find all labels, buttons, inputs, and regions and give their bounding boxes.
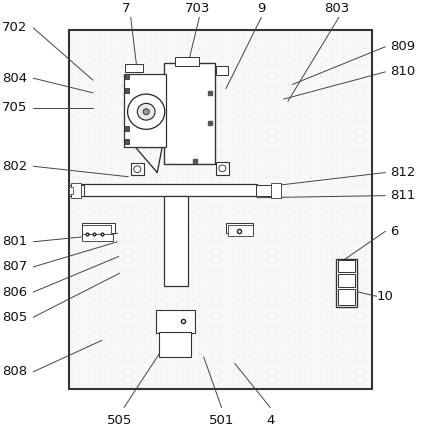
Bar: [131, 163, 144, 175]
Bar: [125, 139, 129, 144]
Text: 807: 807: [2, 260, 27, 273]
Bar: [69, 185, 84, 196]
Text: 801: 801: [2, 235, 27, 248]
Bar: [256, 185, 274, 196]
Text: 6: 6: [390, 225, 398, 238]
Text: 804: 804: [2, 72, 27, 85]
Text: 10: 10: [377, 290, 393, 303]
Text: 811: 811: [390, 189, 415, 202]
Bar: [338, 274, 355, 287]
Text: 7: 7: [122, 2, 131, 15]
Bar: [82, 234, 113, 241]
Bar: [175, 57, 199, 66]
Circle shape: [137, 103, 155, 120]
Bar: [125, 88, 129, 93]
Text: 803: 803: [324, 2, 349, 15]
Bar: [164, 196, 188, 286]
Bar: [82, 224, 111, 236]
Bar: [124, 74, 166, 148]
Bar: [82, 184, 257, 196]
Bar: [71, 183, 81, 198]
Text: 505: 505: [107, 414, 132, 427]
Bar: [82, 223, 115, 233]
Circle shape: [128, 94, 165, 129]
Circle shape: [143, 109, 149, 115]
Bar: [228, 224, 253, 236]
Bar: [69, 30, 372, 389]
Bar: [125, 74, 129, 79]
Bar: [336, 259, 357, 307]
Text: 4: 4: [266, 414, 274, 427]
Bar: [156, 310, 195, 333]
Text: 705: 705: [2, 101, 27, 114]
Bar: [159, 332, 191, 357]
Bar: [338, 260, 355, 272]
Bar: [216, 66, 228, 75]
Bar: [125, 64, 143, 72]
Text: 810: 810: [390, 65, 415, 79]
Text: 809: 809: [390, 40, 415, 53]
Circle shape: [219, 165, 226, 172]
Text: 802: 802: [2, 160, 27, 173]
Bar: [164, 63, 215, 164]
Text: 812: 812: [390, 166, 415, 179]
Text: 806: 806: [2, 286, 27, 299]
Bar: [216, 162, 229, 175]
Text: 9: 9: [257, 2, 265, 15]
Text: 703: 703: [184, 2, 210, 15]
Text: 808: 808: [2, 366, 27, 378]
Bar: [271, 183, 281, 198]
Text: 501: 501: [209, 414, 234, 427]
Bar: [125, 126, 129, 130]
Text: 805: 805: [2, 311, 27, 324]
Bar: [69, 187, 73, 194]
Bar: [338, 289, 355, 305]
Text: 702: 702: [2, 21, 27, 34]
Bar: [226, 223, 253, 233]
Circle shape: [134, 166, 141, 172]
